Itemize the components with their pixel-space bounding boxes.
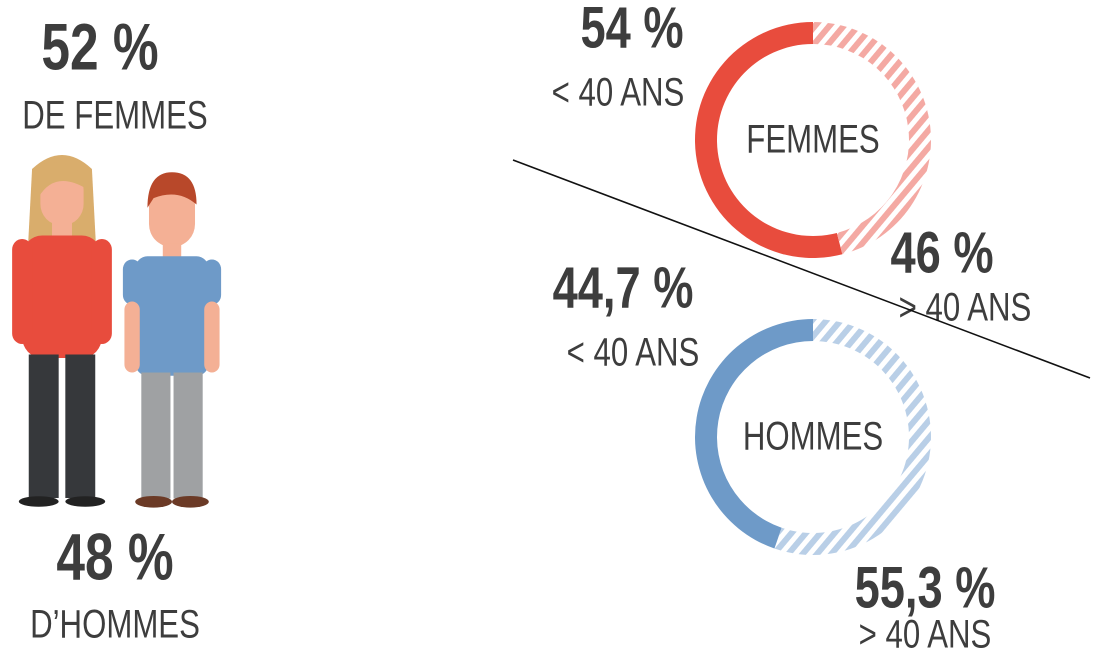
age-label: < 40 ANS xyxy=(552,70,685,115)
percent-label: 48 % xyxy=(56,519,173,594)
group-label: D’HOMMES xyxy=(30,602,200,647)
age-label: > 40 ANS xyxy=(899,285,1032,330)
man-figure xyxy=(123,172,221,507)
percent-label: 46 % xyxy=(890,221,993,286)
infographic: 52 % DE FEMMES 48 % D’HOMMES FEMMES 54 % < 40 … xyxy=(0,0,1093,659)
woman-figure xyxy=(12,155,112,507)
percent-label: 54 % xyxy=(580,0,683,61)
age-label: < 40 ANS xyxy=(567,330,700,375)
center-label: FEMMES xyxy=(746,117,879,162)
age-label: > 40 ANS xyxy=(859,612,992,657)
group-label: DE FEMMES xyxy=(22,93,207,138)
center-label: HOMMES xyxy=(743,414,883,459)
percent-label: 52 % xyxy=(41,9,158,84)
percent-label: 44,7 % xyxy=(553,256,694,321)
